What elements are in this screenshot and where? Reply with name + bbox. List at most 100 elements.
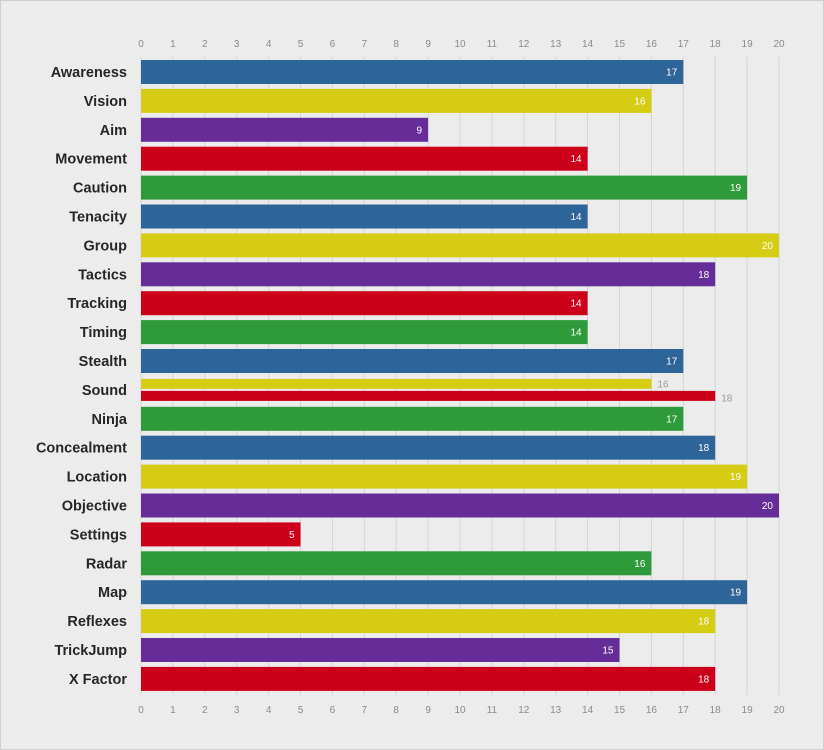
bars	[141, 60, 779, 691]
bar-value-label: 19	[730, 183, 742, 194]
bar-value-label: 18	[721, 393, 733, 404]
bar-value-label: 18	[698, 270, 710, 281]
category-label: Objective	[62, 499, 127, 515]
bar-value-label: 14	[570, 299, 582, 310]
bar-value-label: 19	[730, 588, 742, 599]
x-tick-label-top: 20	[773, 39, 785, 50]
x-tick-label-top: 11	[487, 39, 498, 50]
x-axis-bottom: 0 1 2 3 4 5 6 7 8 9 10 11 12 13 14 15 16 17 18 19 20	[138, 705, 785, 716]
category-label: Stealth	[79, 354, 127, 370]
bar-value-label: 16	[657, 379, 669, 390]
x-tick-label-top: 17	[678, 39, 690, 50]
x-tick-label-top: 4	[266, 39, 272, 50]
bar	[141, 204, 588, 229]
bar-value-label: 5	[289, 530, 295, 541]
bar	[141, 349, 684, 373]
bar	[141, 551, 652, 576]
x-tick-label-bottom: 1	[170, 705, 176, 716]
bar-value-label: 18	[698, 674, 710, 685]
category-label: Sound	[82, 383, 127, 399]
category-label: Tenacity	[69, 210, 127, 226]
category-label: Timing	[80, 325, 127, 341]
bar	[141, 609, 716, 634]
x-tick-label-top: 12	[518, 39, 530, 50]
bar-value-label: 17	[666, 357, 678, 368]
x-tick-label-top: 0	[138, 39, 144, 50]
x-tick-label-bottom: 12	[518, 705, 530, 716]
bar-value-label: 9	[417, 125, 423, 136]
bar	[141, 390, 716, 401]
category-label: Caution	[73, 181, 127, 197]
bar	[141, 378, 652, 389]
bar-value-label: 14	[570, 212, 582, 223]
x-tick-label-bottom: 9	[425, 705, 431, 716]
bar	[141, 60, 684, 84]
bar	[141, 406, 684, 431]
x-tick-label-bottom: 7	[362, 705, 368, 716]
bar	[141, 175, 748, 200]
value-labels: 17 16 9 14 19 14 20 18 14 14 17 16 18 17 18 19 20 5 16 19 18…	[289, 68, 773, 686]
bar	[141, 638, 620, 662]
x-tick-label-bottom: 15	[614, 705, 626, 716]
x-tick-label-bottom: 14	[582, 705, 594, 716]
x-tick-label-top: 2	[202, 39, 208, 50]
x-tick-label-top: 16	[646, 39, 658, 50]
x-tick-label-bottom: 16	[646, 705, 658, 716]
bar-value-label: 17	[666, 414, 678, 425]
category-label: Location	[67, 470, 127, 486]
bar-value-label: 20	[762, 501, 774, 512]
bar-value-label: 16	[634, 96, 646, 107]
x-tick-label-bottom: 2	[202, 705, 208, 716]
category-label: Concealment	[36, 441, 127, 457]
x-tick-label-bottom: 13	[550, 705, 562, 716]
bar	[141, 435, 716, 460]
x-tick-label-top: 7	[362, 39, 368, 50]
category-label: Group	[84, 238, 128, 254]
x-tick-label-top: 6	[330, 39, 336, 50]
bar-value-label: 20	[762, 241, 774, 252]
bar-value-label: 16	[634, 559, 646, 570]
x-tick-label-bottom: 0	[138, 705, 144, 716]
x-tick-label-bottom: 3	[234, 705, 240, 716]
bar	[141, 522, 301, 547]
x-tick-label-top: 10	[454, 39, 466, 50]
bar-value-label: 17	[666, 68, 678, 79]
category-label: TrickJump	[54, 643, 127, 659]
x-tick-label-bottom: 20	[773, 705, 785, 716]
bar	[141, 666, 716, 691]
category-label: Tracking	[67, 296, 127, 312]
category-label: Vision	[84, 94, 127, 110]
x-tick-label-bottom: 17	[678, 705, 690, 716]
bar	[141, 464, 748, 489]
x-tick-label-bottom: 18	[710, 705, 722, 716]
x-tick-label-top: 8	[393, 39, 399, 50]
x-tick-label-bottom: 5	[298, 705, 304, 716]
x-tick-label-bottom: 10	[454, 705, 466, 716]
bar	[141, 291, 588, 316]
category-label: Radar	[86, 556, 127, 572]
category-label: Reflexes	[67, 614, 127, 630]
x-tick-label-bottom: 4	[266, 705, 272, 716]
x-tick-label-bottom: 8	[393, 705, 399, 716]
x-tick-label-top: 19	[742, 39, 754, 50]
x-tick-label-bottom: 19	[742, 705, 754, 716]
bar-value-label: 14	[570, 328, 582, 339]
category-label: Tactics	[78, 267, 127, 283]
x-tick-label-top: 13	[550, 39, 562, 50]
bar	[141, 320, 588, 345]
bar-value-label: 15	[602, 646, 614, 657]
x-tick-label-bottom: 6	[330, 705, 336, 716]
x-tick-label-top: 14	[582, 39, 594, 50]
bar-value-label: 14	[570, 154, 582, 165]
bar	[141, 493, 779, 518]
bar	[141, 233, 779, 258]
x-tick-label-top: 9	[425, 39, 431, 50]
bar	[141, 117, 429, 142]
category-label: Ninja	[92, 412, 128, 428]
bar-value-label: 18	[698, 617, 710, 628]
category-label: Movement	[55, 152, 127, 168]
x-tick-label-top: 18	[710, 39, 722, 50]
category-label: Aim	[100, 123, 127, 139]
x-tick-label-top: 3	[234, 39, 240, 50]
